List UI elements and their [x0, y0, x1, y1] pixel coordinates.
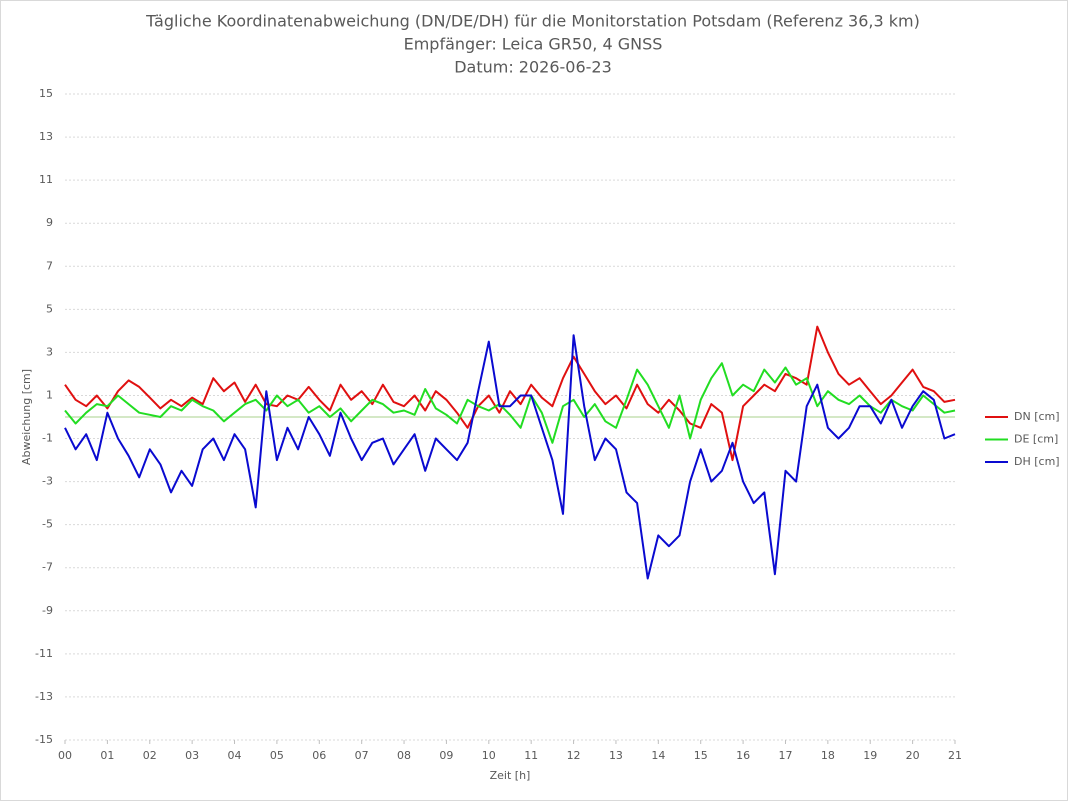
chart-subtitle: Empfänger: Leica GR50, 4 GNSS — [404, 35, 663, 54]
y-tick-label: -7 — [42, 561, 53, 574]
x-tick-label: 12 — [567, 749, 581, 762]
x-tick-label: 11 — [524, 749, 538, 762]
chart-title: Tägliche Koordinatenabweichung (DN/DE/DH… — [145, 12, 920, 31]
legend-label: DH [cm] — [1014, 455, 1060, 468]
x-tick-label: 16 — [736, 749, 750, 762]
y-tick-label: -13 — [35, 690, 53, 703]
x-tick-label: 18 — [821, 749, 835, 762]
y-tick-label: -15 — [35, 733, 53, 746]
y-tick-label: -5 — [42, 518, 53, 531]
x-tick-label: 02 — [143, 749, 157, 762]
x-tick-label: 15 — [694, 749, 708, 762]
chart-subtitle: Datum: 2026-06-23 — [454, 58, 612, 77]
x-axis-title: Zeit [h] — [490, 769, 531, 782]
x-tick-label: 20 — [906, 749, 920, 762]
x-tick-label: 01 — [100, 749, 114, 762]
y-tick-label: 15 — [39, 87, 53, 100]
x-tick-label: 00 — [58, 749, 72, 762]
x-tick-label: 19 — [863, 749, 877, 762]
x-tick-label: 09 — [439, 749, 453, 762]
x-tick-label: 21 — [948, 749, 962, 762]
x-tick-label: 04 — [228, 749, 242, 762]
x-tick-label: 13 — [609, 749, 623, 762]
series-line — [64, 334, 956, 580]
x-tick-label: 06 — [312, 749, 326, 762]
x-tick-label: 03 — [185, 749, 199, 762]
y-tick-label: 1 — [46, 388, 53, 401]
y-tick-label: -9 — [42, 604, 53, 617]
x-tick-label: 17 — [778, 749, 792, 762]
y-tick-label: 3 — [46, 345, 53, 358]
y-tick-label: -11 — [35, 647, 53, 660]
legend-label: DE [cm] — [1014, 433, 1058, 446]
series-line — [64, 362, 956, 444]
y-tick-label: 9 — [46, 216, 53, 229]
y-axis-title: Abweichung [cm] — [20, 369, 33, 465]
y-tick-label: 11 — [39, 173, 53, 186]
y-tick-label: 13 — [39, 130, 53, 143]
x-tick-label: 14 — [651, 749, 665, 762]
x-tick-label: 10 — [482, 749, 496, 762]
x-tick-label: 08 — [397, 749, 411, 762]
x-tick-label: 05 — [270, 749, 284, 762]
legend-label: DN [cm] — [1014, 410, 1060, 423]
x-tick-label: 07 — [355, 749, 369, 762]
y-tick-label: 7 — [46, 259, 53, 272]
series-line — [64, 325, 956, 462]
y-tick-label: 5 — [46, 302, 53, 315]
y-tick-label: -3 — [42, 475, 53, 488]
y-tick-label: -1 — [42, 432, 53, 445]
